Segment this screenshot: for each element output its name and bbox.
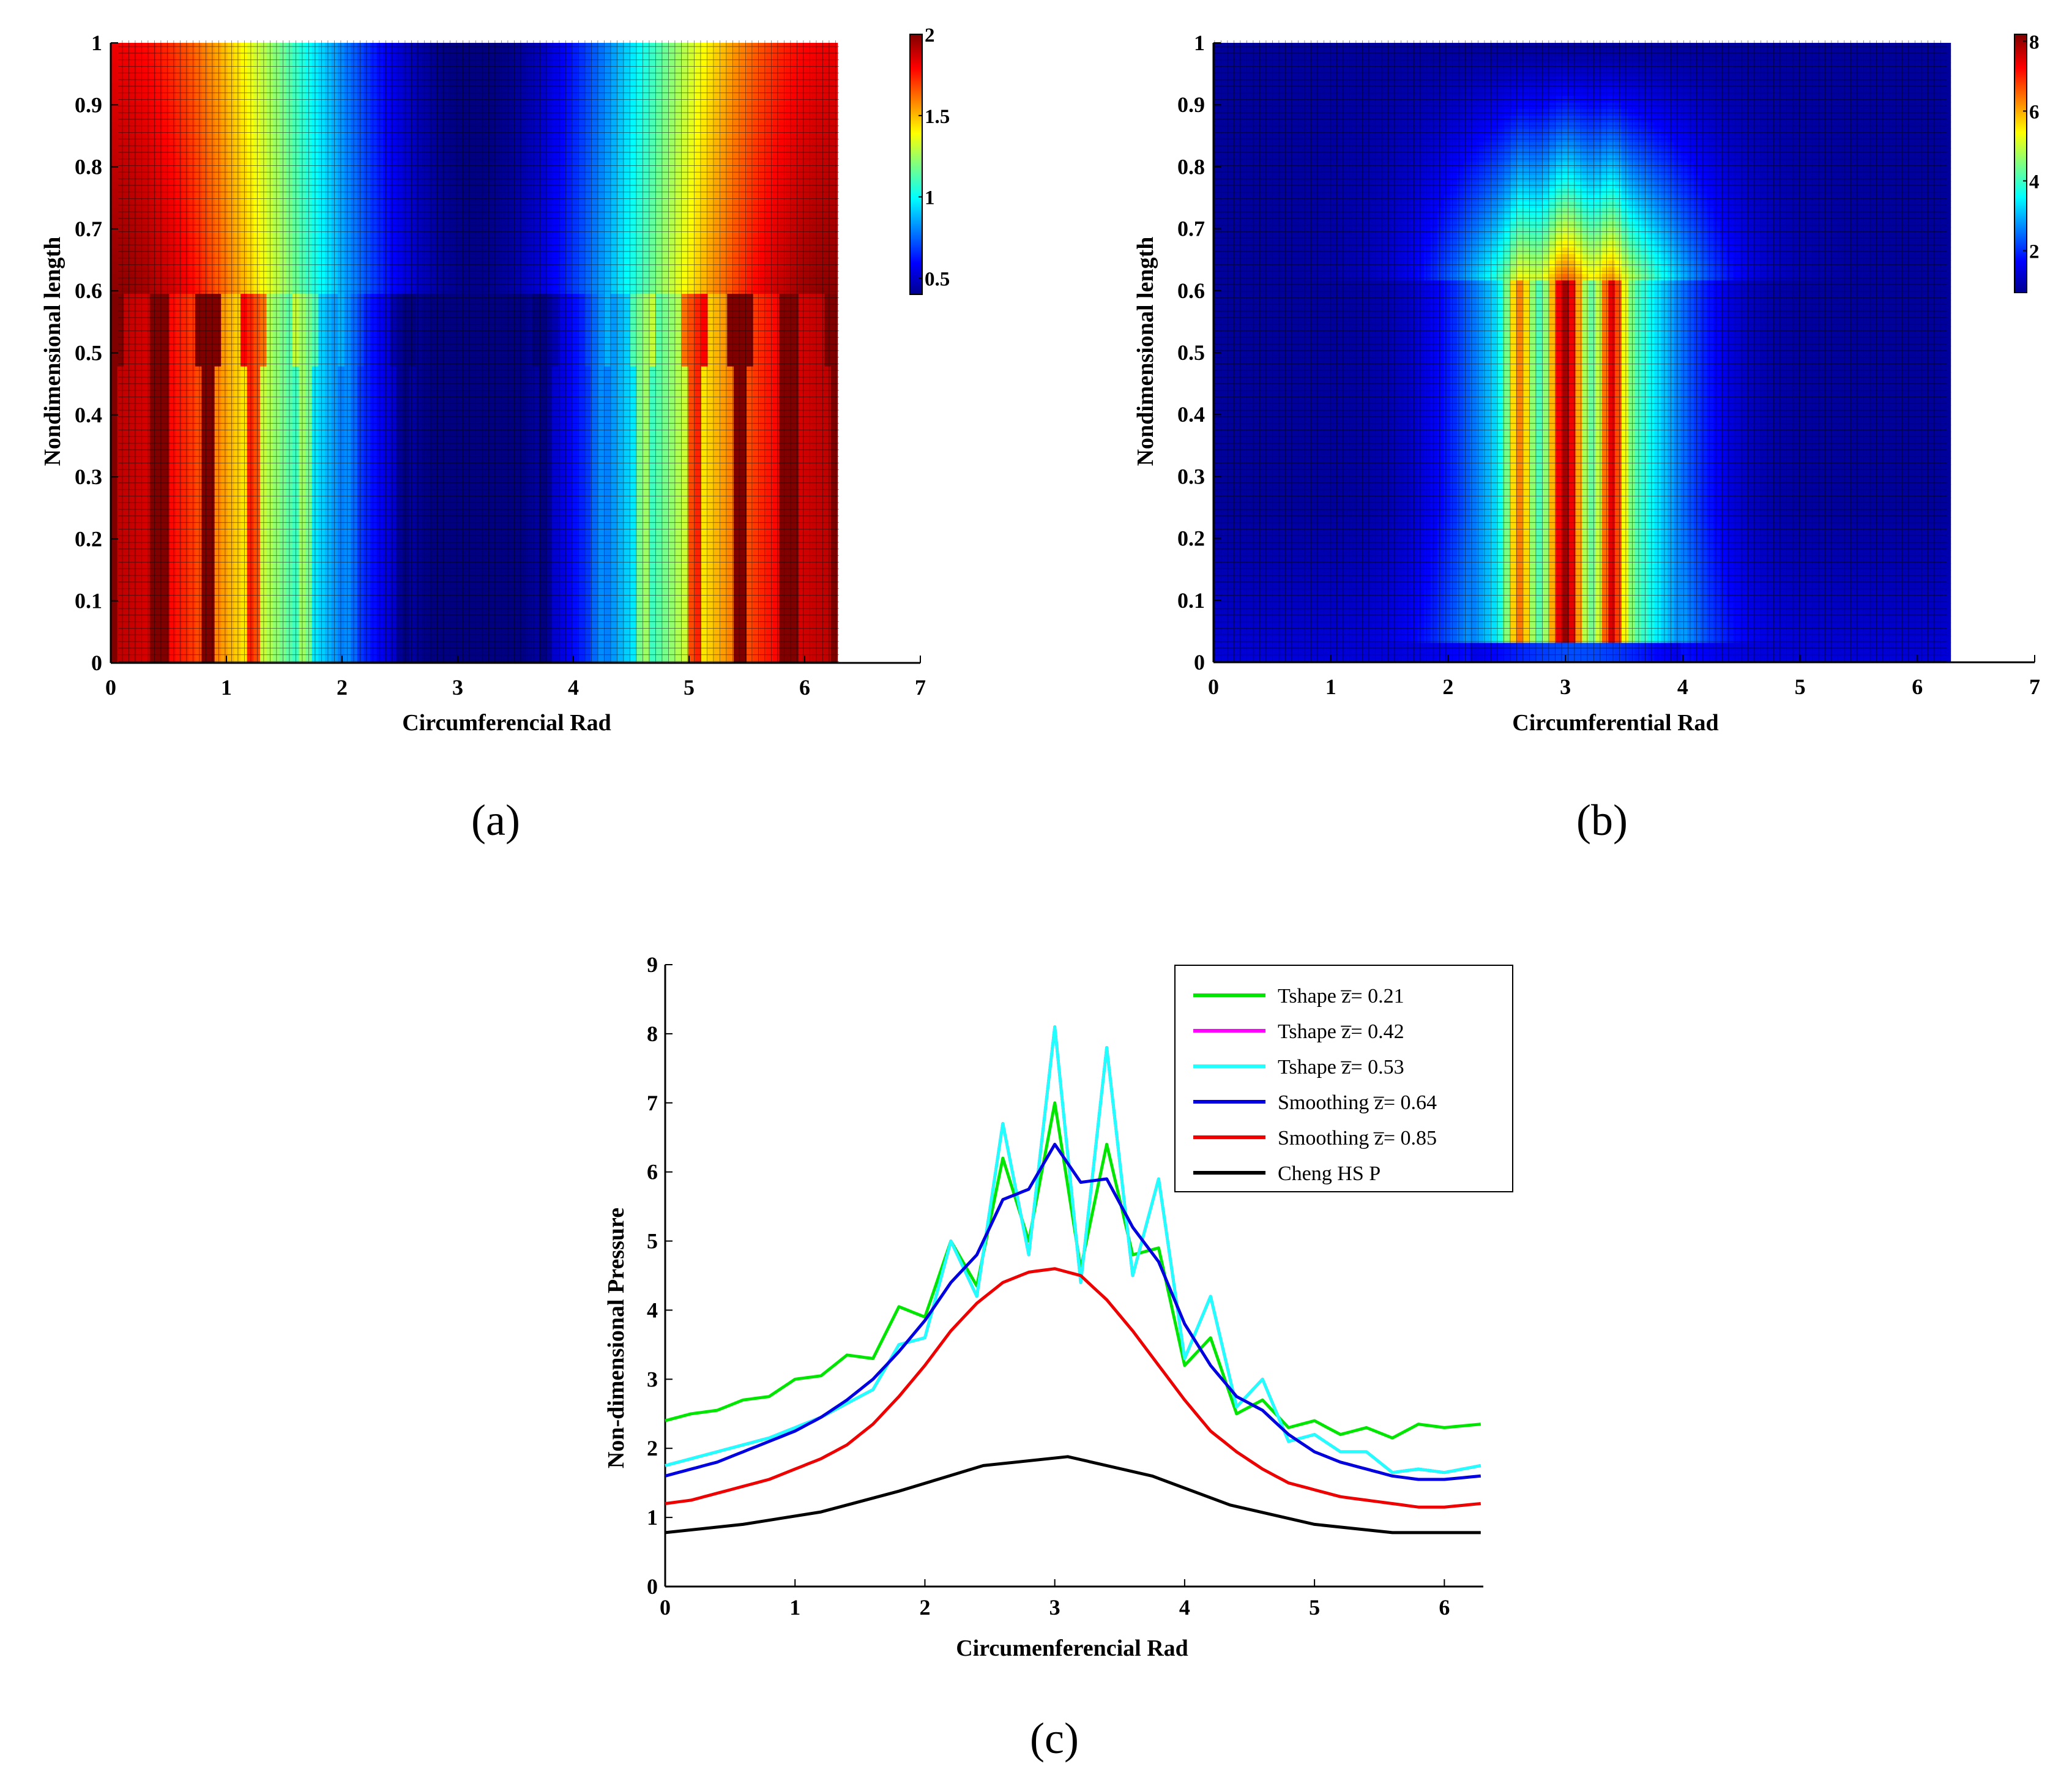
heat-cell bbox=[111, 49, 118, 57]
heat-cell bbox=[111, 557, 118, 564]
heat-cell bbox=[111, 293, 118, 301]
heat-cell bbox=[111, 300, 118, 307]
heat-cell bbox=[111, 531, 118, 538]
heat-cell bbox=[111, 194, 118, 202]
heat-cell bbox=[111, 253, 118, 261]
heat-cell bbox=[111, 649, 118, 657]
heat-cell bbox=[111, 465, 118, 473]
heat-cell bbox=[111, 102, 118, 110]
heat-cell bbox=[111, 260, 118, 268]
heat-cell bbox=[111, 590, 118, 597]
heat-cell bbox=[111, 174, 118, 182]
heat-cell bbox=[111, 386, 118, 393]
heat-cell bbox=[111, 445, 118, 452]
heat-cell bbox=[111, 366, 118, 373]
heat-cell bbox=[111, 155, 118, 162]
heat-cell bbox=[111, 280, 118, 288]
heat-cell bbox=[111, 43, 118, 50]
heat-cell bbox=[111, 452, 118, 459]
heat-cell bbox=[111, 517, 118, 525]
heat-cell bbox=[111, 438, 118, 446]
heat-cell bbox=[111, 524, 118, 532]
heat-cell bbox=[111, 181, 118, 189]
heat-cell bbox=[111, 643, 118, 651]
heat-cell bbox=[111, 398, 118, 406]
heat-cell bbox=[111, 333, 118, 340]
heat-cell bbox=[111, 326, 118, 334]
heat-cell bbox=[111, 564, 118, 571]
heat-cell bbox=[111, 583, 118, 591]
heat-cell bbox=[111, 392, 118, 400]
heat-cell bbox=[111, 220, 118, 228]
heat-cell bbox=[111, 630, 118, 637]
heat-cell bbox=[111, 405, 118, 413]
heat-cell bbox=[111, 425, 118, 433]
heat-cell bbox=[111, 122, 118, 129]
panel-a-heatmap: 0 1 2 3 4 5 6 700.10.20.30.40.50.60.70.80.91 Ci… bbox=[40, 24, 950, 845]
heat-cell bbox=[111, 504, 118, 512]
heat-cell bbox=[111, 141, 118, 149]
heat-cell bbox=[111, 247, 118, 255]
heat-cell bbox=[111, 267, 118, 274]
heat-cell bbox=[111, 69, 118, 77]
heat-cell bbox=[111, 135, 118, 143]
heat-cell bbox=[111, 339, 118, 347]
heat-cell bbox=[111, 168, 118, 176]
heat-cell bbox=[111, 108, 118, 116]
heat-cell bbox=[111, 478, 118, 485]
heat-cell bbox=[111, 412, 118, 419]
heat-cell bbox=[111, 636, 118, 644]
heat-cell bbox=[111, 491, 118, 499]
heat-cell bbox=[111, 537, 118, 545]
heat-cell bbox=[111, 656, 118, 664]
heat-cell bbox=[111, 419, 118, 426]
heat-cell bbox=[111, 307, 118, 314]
heat-cell bbox=[111, 577, 118, 585]
heat-cell bbox=[111, 320, 118, 327]
heat-cell bbox=[111, 353, 118, 360]
heat-cell bbox=[111, 148, 118, 155]
heat-cell bbox=[111, 485, 118, 492]
heat-cell bbox=[111, 207, 118, 215]
heat-cell bbox=[111, 62, 118, 70]
heat-cell bbox=[111, 432, 118, 439]
heat-cell bbox=[111, 95, 118, 103]
heat-cell bbox=[111, 161, 118, 169]
heat-cell bbox=[111, 274, 118, 281]
heat-cell bbox=[111, 623, 118, 630]
heat-cell bbox=[111, 214, 118, 222]
heat-cell bbox=[111, 610, 118, 618]
heat-cell bbox=[111, 616, 118, 624]
heat-cell bbox=[111, 498, 118, 505]
heat-cell bbox=[111, 241, 118, 248]
heat-cell bbox=[111, 89, 118, 96]
heat-cell bbox=[111, 201, 118, 209]
heat-cell bbox=[111, 75, 118, 83]
heat-cell bbox=[111, 227, 118, 235]
heat-cell bbox=[111, 82, 118, 90]
heat-cell bbox=[111, 471, 118, 479]
heat-cell bbox=[111, 550, 118, 558]
heat-cell bbox=[111, 346, 118, 354]
heat-cell bbox=[111, 313, 118, 321]
heat-cell bbox=[111, 234, 118, 241]
heat-cell bbox=[111, 129, 118, 136]
heat-cell bbox=[111, 570, 118, 578]
heat-cell bbox=[111, 359, 118, 367]
heat-cell bbox=[111, 372, 118, 380]
heat-cell bbox=[111, 56, 118, 63]
heat-cell bbox=[111, 458, 118, 466]
heat-cell bbox=[111, 544, 118, 551]
heat-cell bbox=[111, 604, 118, 611]
heat-cell bbox=[111, 379, 118, 386]
heat-cell bbox=[111, 115, 118, 122]
heat-cell bbox=[111, 188, 118, 195]
heat-cell bbox=[111, 511, 118, 518]
